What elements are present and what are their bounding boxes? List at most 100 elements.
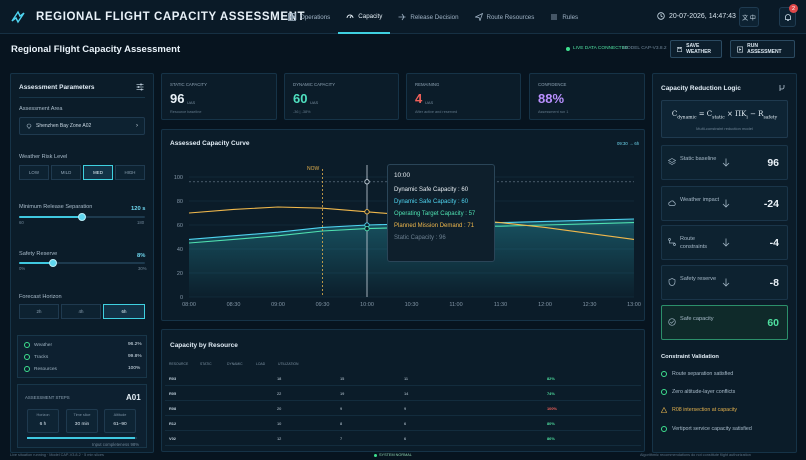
formula-subtitle: Multi-constraint reduction model [696,126,753,131]
check-tracks-value: 99.8% [128,354,142,359]
arrow-down-icon [722,238,730,247]
step-horizon-label: Horizon [36,413,50,417]
nav-release-decision[interactable]: Release Decision [390,0,466,34]
page-title: Regional Flight Capacity Assessment [11,44,181,55]
formula-part: C [671,110,678,118]
utilization-cell: 80% [547,421,555,426]
cursor-point [364,179,370,185]
y-axis: 0 20 40 60 80 100 [174,175,183,301]
live-status-text: LIVE DATA CONNECTED [573,46,629,51]
stat-label: STATIC CAPACITY [170,82,208,87]
horizon-selector: 2h 4h 6h [19,304,145,319]
x-tick-label: 08:30 [227,302,241,308]
arrow-down-icon [722,278,730,287]
horizon-option-2h[interactable]: 2h [19,304,59,319]
footer-status-text: SYSTEM NORMAL [379,453,412,457]
reserve-slider-thumb[interactable] [49,259,58,267]
stat-label: CONFIDENCE [538,82,567,87]
table-row[interactable] [165,433,641,446]
check-circle-icon [661,389,667,395]
tooltip-row: Operating Target Capacity : 57 [394,211,476,217]
horizon-option-6h[interactable]: 6h [103,304,145,319]
x-tick-label: 09:30 [316,302,330,308]
stat-remaining: REMAINING 4 UAS After active and reserve… [406,73,521,120]
static-cell: 20 [277,406,282,411]
weather-option-high[interactable]: HIGH [115,165,145,180]
step-altitude-value: 61–90 [113,422,127,427]
table-row[interactable] [165,403,641,416]
formula-part: safety [763,115,778,121]
footer-left: Live situation running · Model CAP-V3.8.… [10,453,104,457]
check-circle-icon [24,342,30,348]
separation-slider-thumb[interactable] [78,213,86,221]
divider [19,97,145,98]
reduction-value: -8 [769,277,779,289]
dynamic-cell: 8 [340,421,343,426]
area-select[interactable]: Shenzhen Bay Zone A02 › [19,117,145,135]
stat-sub: Assessment run 1 [538,110,569,114]
run-assessment-label: RUN ASSESSMENT [747,43,782,55]
separation-slider[interactable] [19,213,145,221]
reduction-safe-capacity: Safe capacity 60 [661,305,788,340]
stat-sub: -36 | -38% [293,110,311,114]
check-circle-icon [24,366,30,372]
table-row[interactable] [165,373,641,386]
x-tick-label: 11:00 [449,302,462,308]
resource-cell: V02 [169,436,176,441]
stat-value: 4 [415,91,423,106]
save-weather-label: SAVE WEATHER [686,43,712,55]
horizon-option-4h[interactable]: 4h [61,304,101,319]
check-resources-label: Resources [34,366,57,372]
table-row[interactable] [165,388,641,401]
x-tick-label: 10:30 [405,302,419,308]
nav-capacity[interactable]: Capacity [338,0,391,34]
layers-icon [668,158,676,165]
load-cell: 11 [404,376,409,381]
table-row[interactable] [165,418,641,431]
sliders-icon[interactable] [136,83,144,91]
save-weather-button[interactable]: SAVE WEATHER [670,40,722,58]
col-utilization: UTILIZATION [278,362,299,366]
reduction-safety-reserve: Safety reserve -8 [661,265,788,300]
check-icon [668,318,676,326]
route-icon [668,238,676,246]
reduction-value: 60 [767,317,779,329]
nav-operations[interactable]: Operations [280,0,338,34]
cursor-point [364,225,370,232]
reserve-slider[interactable] [19,259,145,267]
datetime-display: 20-07-2026, 14:47:43 [657,12,736,20]
language-button[interactable]: 文 中 [739,7,759,27]
weather-option-low[interactable]: LOW [19,165,49,180]
completeness-text: Input completeness 98% [92,442,140,447]
list-icon [551,14,558,20]
nav-rules[interactable]: Rules [542,0,586,34]
tooltip-row: Static Capacity : 96 [394,235,446,241]
check-resources-value: 100% [128,366,141,371]
cursor-point [364,209,370,215]
stat-unit: UAS [310,100,319,105]
reduction-value: 96 [767,157,779,169]
run-assessment-button[interactable]: RUN ASSESSMENT [730,40,795,58]
gauge-icon [346,14,354,19]
nav-route-resources[interactable]: Route Resources [467,0,543,34]
footer-status: SYSTEM NORMAL [374,453,412,457]
horizon-label: Forecast Horizon [19,294,62,300]
reduction-label: Static baseline [680,156,717,162]
load-cell: 14 [404,391,409,396]
params-title: Assessment Parameters [19,84,95,91]
weather-label: Weather Risk Level [19,154,68,160]
validation-item: R08 intersection at capacity [661,407,737,413]
steps-code: A01 [126,393,141,402]
x-tick-label: 10:00 [360,302,374,308]
validation-title: Constraint Validation [661,354,719,360]
validation-text: Route separation satisfied [672,371,734,377]
stat-dynamic-capacity: DYNAMIC CAPACITY 60 UAS -36 | -38% [284,73,399,120]
y-tick-label: 60 [177,223,183,229]
load-cell: 9 [404,406,407,411]
resource-cell: R08 [169,406,177,411]
weather-option-mild[interactable]: MILD [51,165,81,180]
branch-icon[interactable] [778,84,786,92]
notifications-button[interactable]: 2 [779,4,798,27]
weather-option-med[interactable]: MED [83,165,113,180]
tooltip-row: Planned Mission Demand : 71 [394,223,475,229]
